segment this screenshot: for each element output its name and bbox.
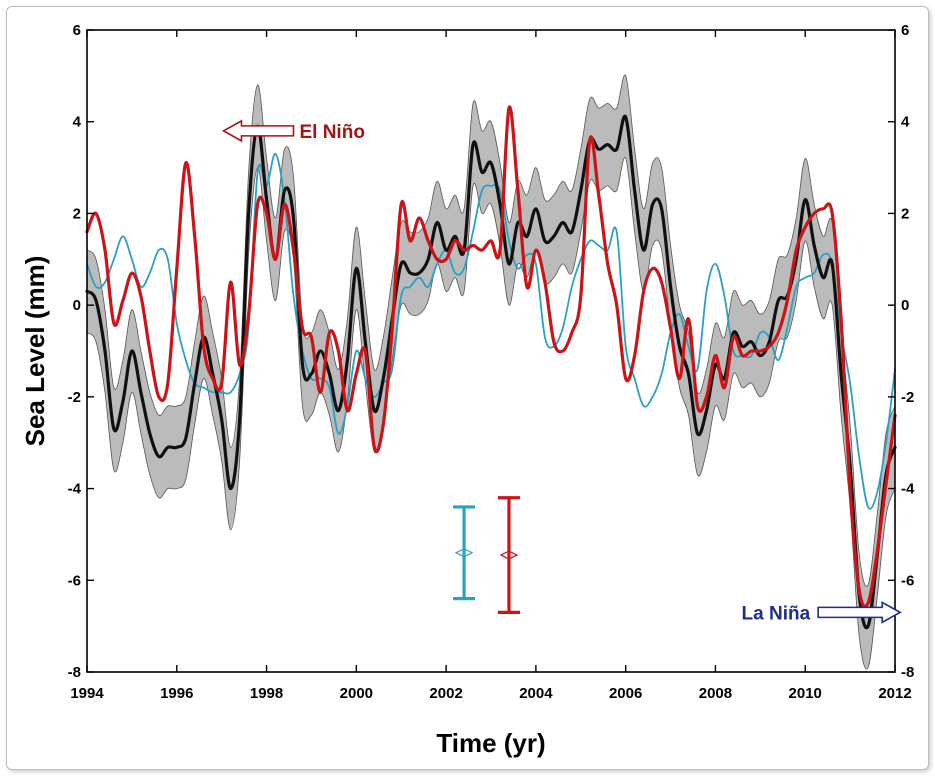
y-tick-label-left: 2 (73, 205, 81, 222)
annotation-layer: El Niño La Niña (221, 119, 902, 624)
y-tick-label-left: -2 (68, 389, 81, 406)
right-arrow-icon (817, 601, 902, 624)
x-tick-label: 2002 (429, 685, 462, 702)
x-tick-label: 1996 (160, 685, 193, 702)
y-tick-label-right: -2 (901, 389, 914, 406)
y-tick-label-right: 0 (901, 297, 909, 314)
x-tick-label: 2008 (699, 685, 732, 702)
y-tick-label-left: 6 (73, 22, 81, 39)
left-arrow-icon (221, 119, 295, 143)
series-line-black (85, 114, 897, 630)
y-tick-label-right: -4 (901, 481, 915, 498)
y-tick-label-left: -8 (68, 664, 81, 681)
tick-layer: 1994 1996 1998 2000 2002 2004 2006 2008 2010 2012… (68, 22, 915, 702)
series-line-red (85, 105, 897, 609)
la-nina-annotation: La Niña (742, 601, 902, 624)
x-tick-label: 2004 (519, 685, 553, 702)
x-tick-label: 1994 (70, 685, 104, 702)
x-tick-label: 2010 (789, 685, 822, 702)
plot-area-border (86, 29, 896, 673)
error-bar-center-marker (454, 548, 474, 558)
y-axis-title: Sea Level (mm) (20, 256, 50, 447)
series-layer (85, 105, 897, 630)
el-nino-annotation: El Niño (221, 119, 365, 143)
x-tick-label: 1998 (250, 685, 283, 702)
x-tick-label: 2000 (340, 685, 373, 702)
el-nino-label: El Niño (299, 122, 364, 143)
error-bar-layer (453, 496, 520, 614)
x-tick-label: 2012 (878, 685, 911, 702)
error-bar-cyan (453, 505, 476, 601)
y-tick-label-right: 6 (901, 22, 909, 39)
y-tick-label-left: -4 (68, 481, 82, 498)
chart-frame (6, 6, 929, 770)
error-bar-center-marker (499, 550, 519, 560)
y-tick-label-left: -6 (68, 572, 81, 589)
series-line-cyan (86, 152, 896, 510)
x-tick-label: 2006 (609, 685, 642, 702)
y-tick-label-right: -8 (901, 664, 914, 681)
y-tick-label-right: 4 (901, 114, 910, 131)
y-tick-label-left: 0 (73, 297, 81, 314)
y-tick-label-right: -6 (901, 572, 914, 589)
y-tick-label-right: 2 (901, 205, 909, 222)
la-nina-label: La Niña (742, 603, 811, 624)
error-bar-red (497, 496, 520, 614)
x-axis-title: Time (yr) (436, 728, 545, 758)
y-tick-label-left: 4 (73, 114, 82, 131)
